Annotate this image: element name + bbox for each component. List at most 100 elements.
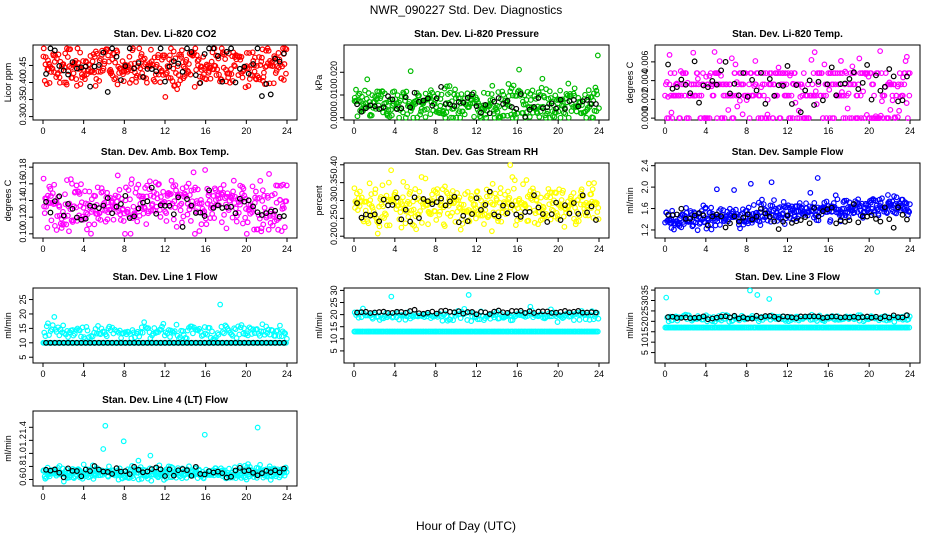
- data-point: [86, 188, 93, 195]
- data-point: [383, 211, 389, 218]
- y-tick-label: 0.14: [18, 192, 28, 210]
- data-point: [708, 204, 715, 211]
- data-point: [544, 192, 551, 199]
- data-point: [102, 422, 109, 429]
- data-point: [799, 84, 806, 91]
- data-point: [735, 81, 741, 88]
- y-tick-label: 1.2: [18, 434, 28, 447]
- reference-point: [682, 81, 689, 88]
- data-point: [577, 201, 584, 208]
- reference-point: [780, 218, 786, 225]
- data-point: [413, 97, 420, 104]
- data-point: [538, 194, 544, 201]
- data-point: [223, 225, 230, 232]
- reference-point: [579, 192, 586, 199]
- reference-point: [766, 76, 773, 82]
- data-point: [815, 81, 822, 88]
- reference-point: [504, 98, 511, 104]
- data-point: [60, 221, 67, 227]
- data-point: [455, 95, 462, 102]
- data-point: [391, 88, 398, 95]
- panel-title: Stan. Dev. Line 3 Flow: [735, 272, 840, 283]
- data-point: [514, 217, 521, 224]
- data-point: [157, 214, 164, 220]
- data-point: [415, 211, 422, 218]
- data-point: [159, 323, 165, 330]
- data-point: [570, 190, 577, 196]
- data-point: [469, 328, 476, 335]
- y-tick-label: 0.000: [640, 107, 650, 130]
- data-point: [48, 217, 55, 224]
- data-point: [405, 213, 412, 220]
- reference-point: [731, 312, 738, 319]
- data-point: [864, 70, 871, 77]
- reference-point: [162, 473, 168, 479]
- data-point: [70, 217, 77, 224]
- reference-point: [56, 469, 63, 476]
- data-point: [251, 226, 257, 233]
- reference-point: [385, 93, 391, 100]
- reference-point: [407, 218, 414, 225]
- reference-point: [789, 101, 795, 107]
- data-point: [722, 92, 728, 99]
- data-point: [457, 315, 464, 322]
- data-point: [816, 70, 823, 77]
- reference-point: [478, 207, 484, 213]
- data-point: [767, 81, 774, 88]
- x-tick-label: 20: [241, 244, 251, 254]
- data-point: [202, 167, 209, 173]
- reference-point: [188, 49, 195, 55]
- reference-point: [65, 71, 71, 78]
- reference-point: [753, 87, 760, 94]
- data-point: [732, 61, 739, 68]
- reference-point: [438, 195, 445, 202]
- y-tick-label: 0.002: [640, 88, 650, 111]
- data-point: [414, 114, 421, 121]
- data-point: [214, 66, 221, 73]
- data-point: [484, 90, 491, 97]
- data-point: [44, 192, 51, 199]
- data-point: [355, 314, 362, 321]
- reference-point: [126, 471, 133, 478]
- data-point: [855, 115, 861, 122]
- plot-frame: [343, 287, 610, 364]
- data-point: [368, 191, 375, 198]
- reference-point: [731, 80, 738, 87]
- data-point: [80, 58, 87, 64]
- x-tick-label: 8: [122, 126, 127, 136]
- data-point: [353, 86, 359, 93]
- y-tick-label: 2.4: [640, 159, 650, 172]
- data-point: [98, 325, 105, 332]
- data-point: [500, 112, 507, 119]
- data-point: [893, 194, 900, 201]
- data-point: [483, 193, 490, 200]
- data-point: [404, 183, 410, 190]
- data-point: [178, 53, 185, 60]
- data-point: [489, 180, 496, 187]
- x-tick-label: 16: [201, 492, 211, 502]
- x-tick-label: 0: [351, 244, 356, 254]
- data-point: [412, 186, 419, 192]
- reference-point: [531, 103, 537, 110]
- data-point: [166, 52, 173, 59]
- reference-point: [118, 201, 124, 207]
- reference-point: [166, 202, 173, 209]
- data-point: [278, 228, 285, 235]
- y-axis-label: ml/min: [625, 312, 635, 339]
- x-tick-label: 4: [81, 369, 86, 379]
- reference-point: [482, 202, 489, 208]
- reference-point: [100, 202, 107, 209]
- data-point: [281, 224, 288, 231]
- data-point: [746, 115, 753, 122]
- data-point: [760, 92, 767, 99]
- reference-point: [522, 113, 529, 120]
- reference-point: [762, 100, 769, 107]
- data-point: [671, 70, 678, 77]
- data-point: [160, 188, 167, 195]
- data-point: [810, 70, 817, 77]
- data-point: [141, 319, 148, 326]
- data-point: [731, 187, 737, 193]
- data-point: [806, 115, 812, 122]
- data-point: [215, 331, 222, 338]
